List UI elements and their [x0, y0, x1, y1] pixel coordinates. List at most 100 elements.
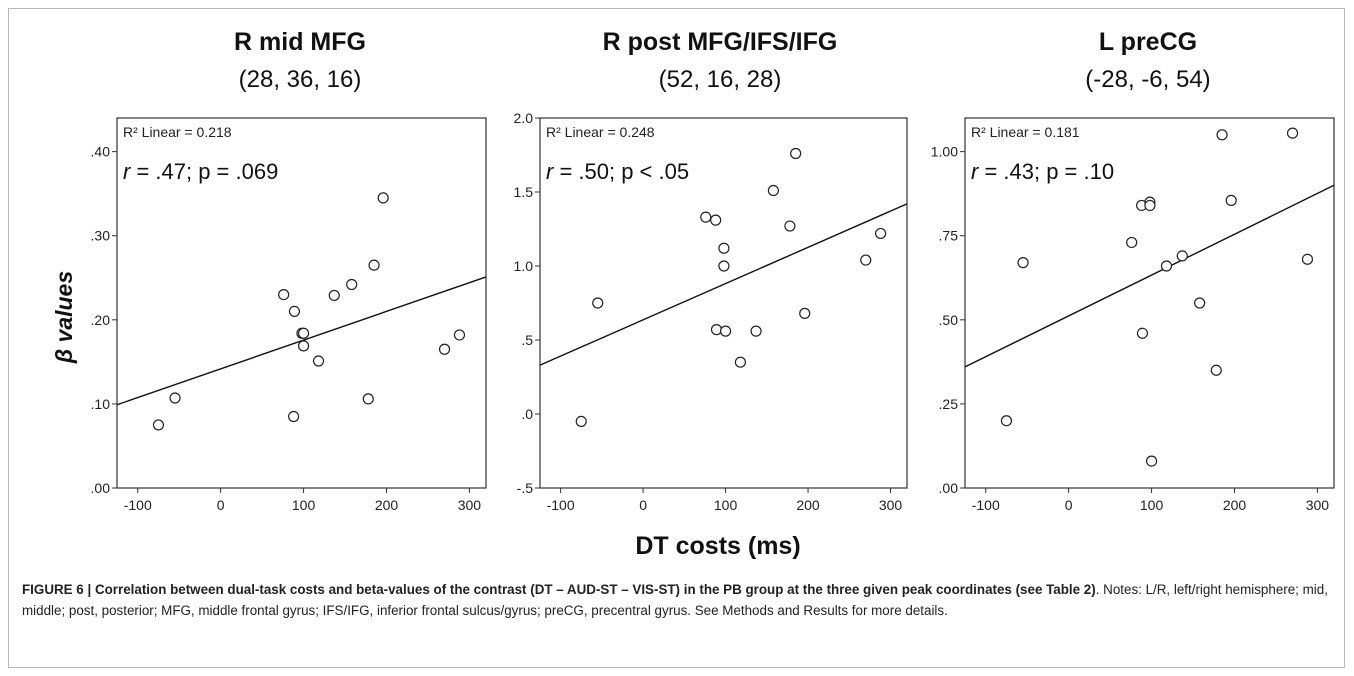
- y-tick-label: .10: [91, 396, 111, 412]
- x-tick-label: 300: [458, 497, 482, 513]
- stat-r: r: [546, 159, 555, 184]
- data-point: [1000, 415, 1013, 427]
- x-tick-label: 200: [1223, 497, 1247, 513]
- x-tick-label: 0: [639, 497, 647, 513]
- data-point: [1225, 194, 1237, 207]
- data-point: [767, 184, 779, 197]
- stat-label: r = .47; p = .069: [123, 159, 278, 184]
- chart-panels: R mid MFG (28, 36, 16) .00 .10 .20 .30 .40 -100…: [91, 28, 1335, 513]
- stat-text: = .47; p = .069: [130, 159, 278, 184]
- x-tick-label: 200: [796, 497, 820, 513]
- data-point: [453, 329, 466, 341]
- stat-r: r: [971, 159, 980, 184]
- stat-label: r = .43; p = .10: [971, 159, 1114, 184]
- x-tick-label: 100: [1140, 497, 1164, 513]
- chart-subtitle: (52, 16, 28): [659, 66, 782, 93]
- fit-line: [964, 184, 1335, 368]
- x-tick-label: 0: [217, 497, 225, 513]
- data-point: [1194, 297, 1206, 309]
- data-point: [169, 392, 181, 404]
- data-point: [750, 325, 762, 337]
- data-point: [710, 214, 722, 226]
- chart-subtitle: (28, 36, 16): [239, 66, 362, 93]
- stat-r: r: [123, 159, 132, 184]
- y-tick-label: .20: [91, 312, 111, 328]
- data-point: [362, 393, 374, 405]
- data-point: [297, 340, 310, 352]
- r2-label: R² Linear = 0.248: [546, 124, 655, 140]
- data-point: [784, 220, 796, 232]
- data-point: [297, 327, 310, 339]
- stat-text: = .50; p < .05: [553, 159, 689, 184]
- data-point: [592, 297, 604, 309]
- x-tick-label: -100: [972, 497, 1000, 513]
- chart-subtitle: (-28, -6, 54): [1085, 66, 1210, 93]
- y-tick-label: 1.5: [514, 184, 534, 200]
- r2-label: R² Linear = 0.181: [971, 124, 1080, 140]
- y-tick-label: .75: [939, 228, 959, 244]
- x-tick-label: 300: [879, 497, 903, 513]
- data-point: [860, 254, 872, 266]
- x-tick-label: -100: [124, 497, 152, 513]
- chart-title: R mid MFG: [234, 28, 366, 56]
- data-point: [312, 355, 325, 367]
- data-point: [1144, 199, 1156, 212]
- chart-title: L preCG: [1099, 28, 1197, 56]
- data-point: [1136, 327, 1149, 339]
- y-axis-label: β values: [51, 271, 77, 364]
- data-point: [799, 307, 811, 319]
- caption-text: . Notes: L/R, left/right hemisphere; mid…: [22, 582, 1328, 618]
- y-tick-label: .30: [91, 228, 111, 244]
- y-tick-label: .25: [939, 396, 959, 412]
- y-tick-label: .50: [939, 312, 959, 328]
- data-point: [368, 259, 380, 271]
- data-point: [718, 242, 730, 254]
- y-tick-label: .5: [521, 332, 533, 348]
- data-point: [1176, 250, 1188, 262]
- data-point: [328, 289, 340, 302]
- data-point: [288, 410, 300, 423]
- data-point: [438, 343, 451, 355]
- data-point: [710, 324, 723, 336]
- data-point: [734, 356, 747, 368]
- chart-panel-2: R post MFG/IFS/IFG (52, 16, 28) -.5 .0 .5 1.0…: [514, 28, 908, 513]
- data-point: [718, 260, 730, 272]
- plot-area: [116, 117, 487, 489]
- data-point: [1017, 257, 1029, 269]
- data-point: [719, 325, 732, 337]
- data-point: [288, 305, 301, 318]
- x-axis-label: DT costs (ms): [635, 532, 800, 560]
- x-tick-label: 200: [375, 497, 399, 513]
- figure-caption: FIGURE 6 | Correlation between dual-task…: [22, 579, 1332, 621]
- caption-bold: FIGURE 6 | Correlation between dual-task…: [22, 582, 1096, 597]
- data-point: [1126, 236, 1138, 249]
- data-point: [1301, 253, 1314, 265]
- y-tick-label: .40: [91, 144, 111, 160]
- data-point: [278, 288, 290, 301]
- plot-area: [964, 117, 1335, 489]
- y-tick-label: 1.0: [514, 258, 534, 274]
- data-point: [346, 278, 358, 291]
- y-tick-label: .00: [939, 480, 959, 496]
- fit-line: [539, 203, 908, 366]
- stat-text: = .43; p = .10: [978, 159, 1114, 184]
- x-tick-label: -100: [547, 497, 575, 513]
- data-point: [1210, 364, 1222, 376]
- data-point: [1160, 260, 1173, 272]
- data-point: [790, 147, 802, 160]
- data-point: [1216, 129, 1228, 141]
- data-point: [875, 227, 887, 240]
- data-point: [377, 192, 389, 204]
- data-point: [1286, 127, 1299, 139]
- data-point: [152, 419, 165, 431]
- data-point: [700, 211, 712, 223]
- chart-title: R post MFG/IFS/IFG: [603, 28, 838, 56]
- x-tick-label: 100: [714, 497, 738, 513]
- figure-charts: β values DT costs (ms) R mid MFG (28, 36,…: [51, 28, 1335, 560]
- x-tick-label: 100: [292, 497, 316, 513]
- stat-label: r = .50; p < .05: [546, 159, 689, 184]
- r2-label: R² Linear = 0.218: [123, 124, 232, 140]
- x-tick-label: 300: [1306, 497, 1330, 513]
- y-tick-label: -.5: [517, 480, 534, 496]
- x-tick-label: 0: [1065, 497, 1073, 513]
